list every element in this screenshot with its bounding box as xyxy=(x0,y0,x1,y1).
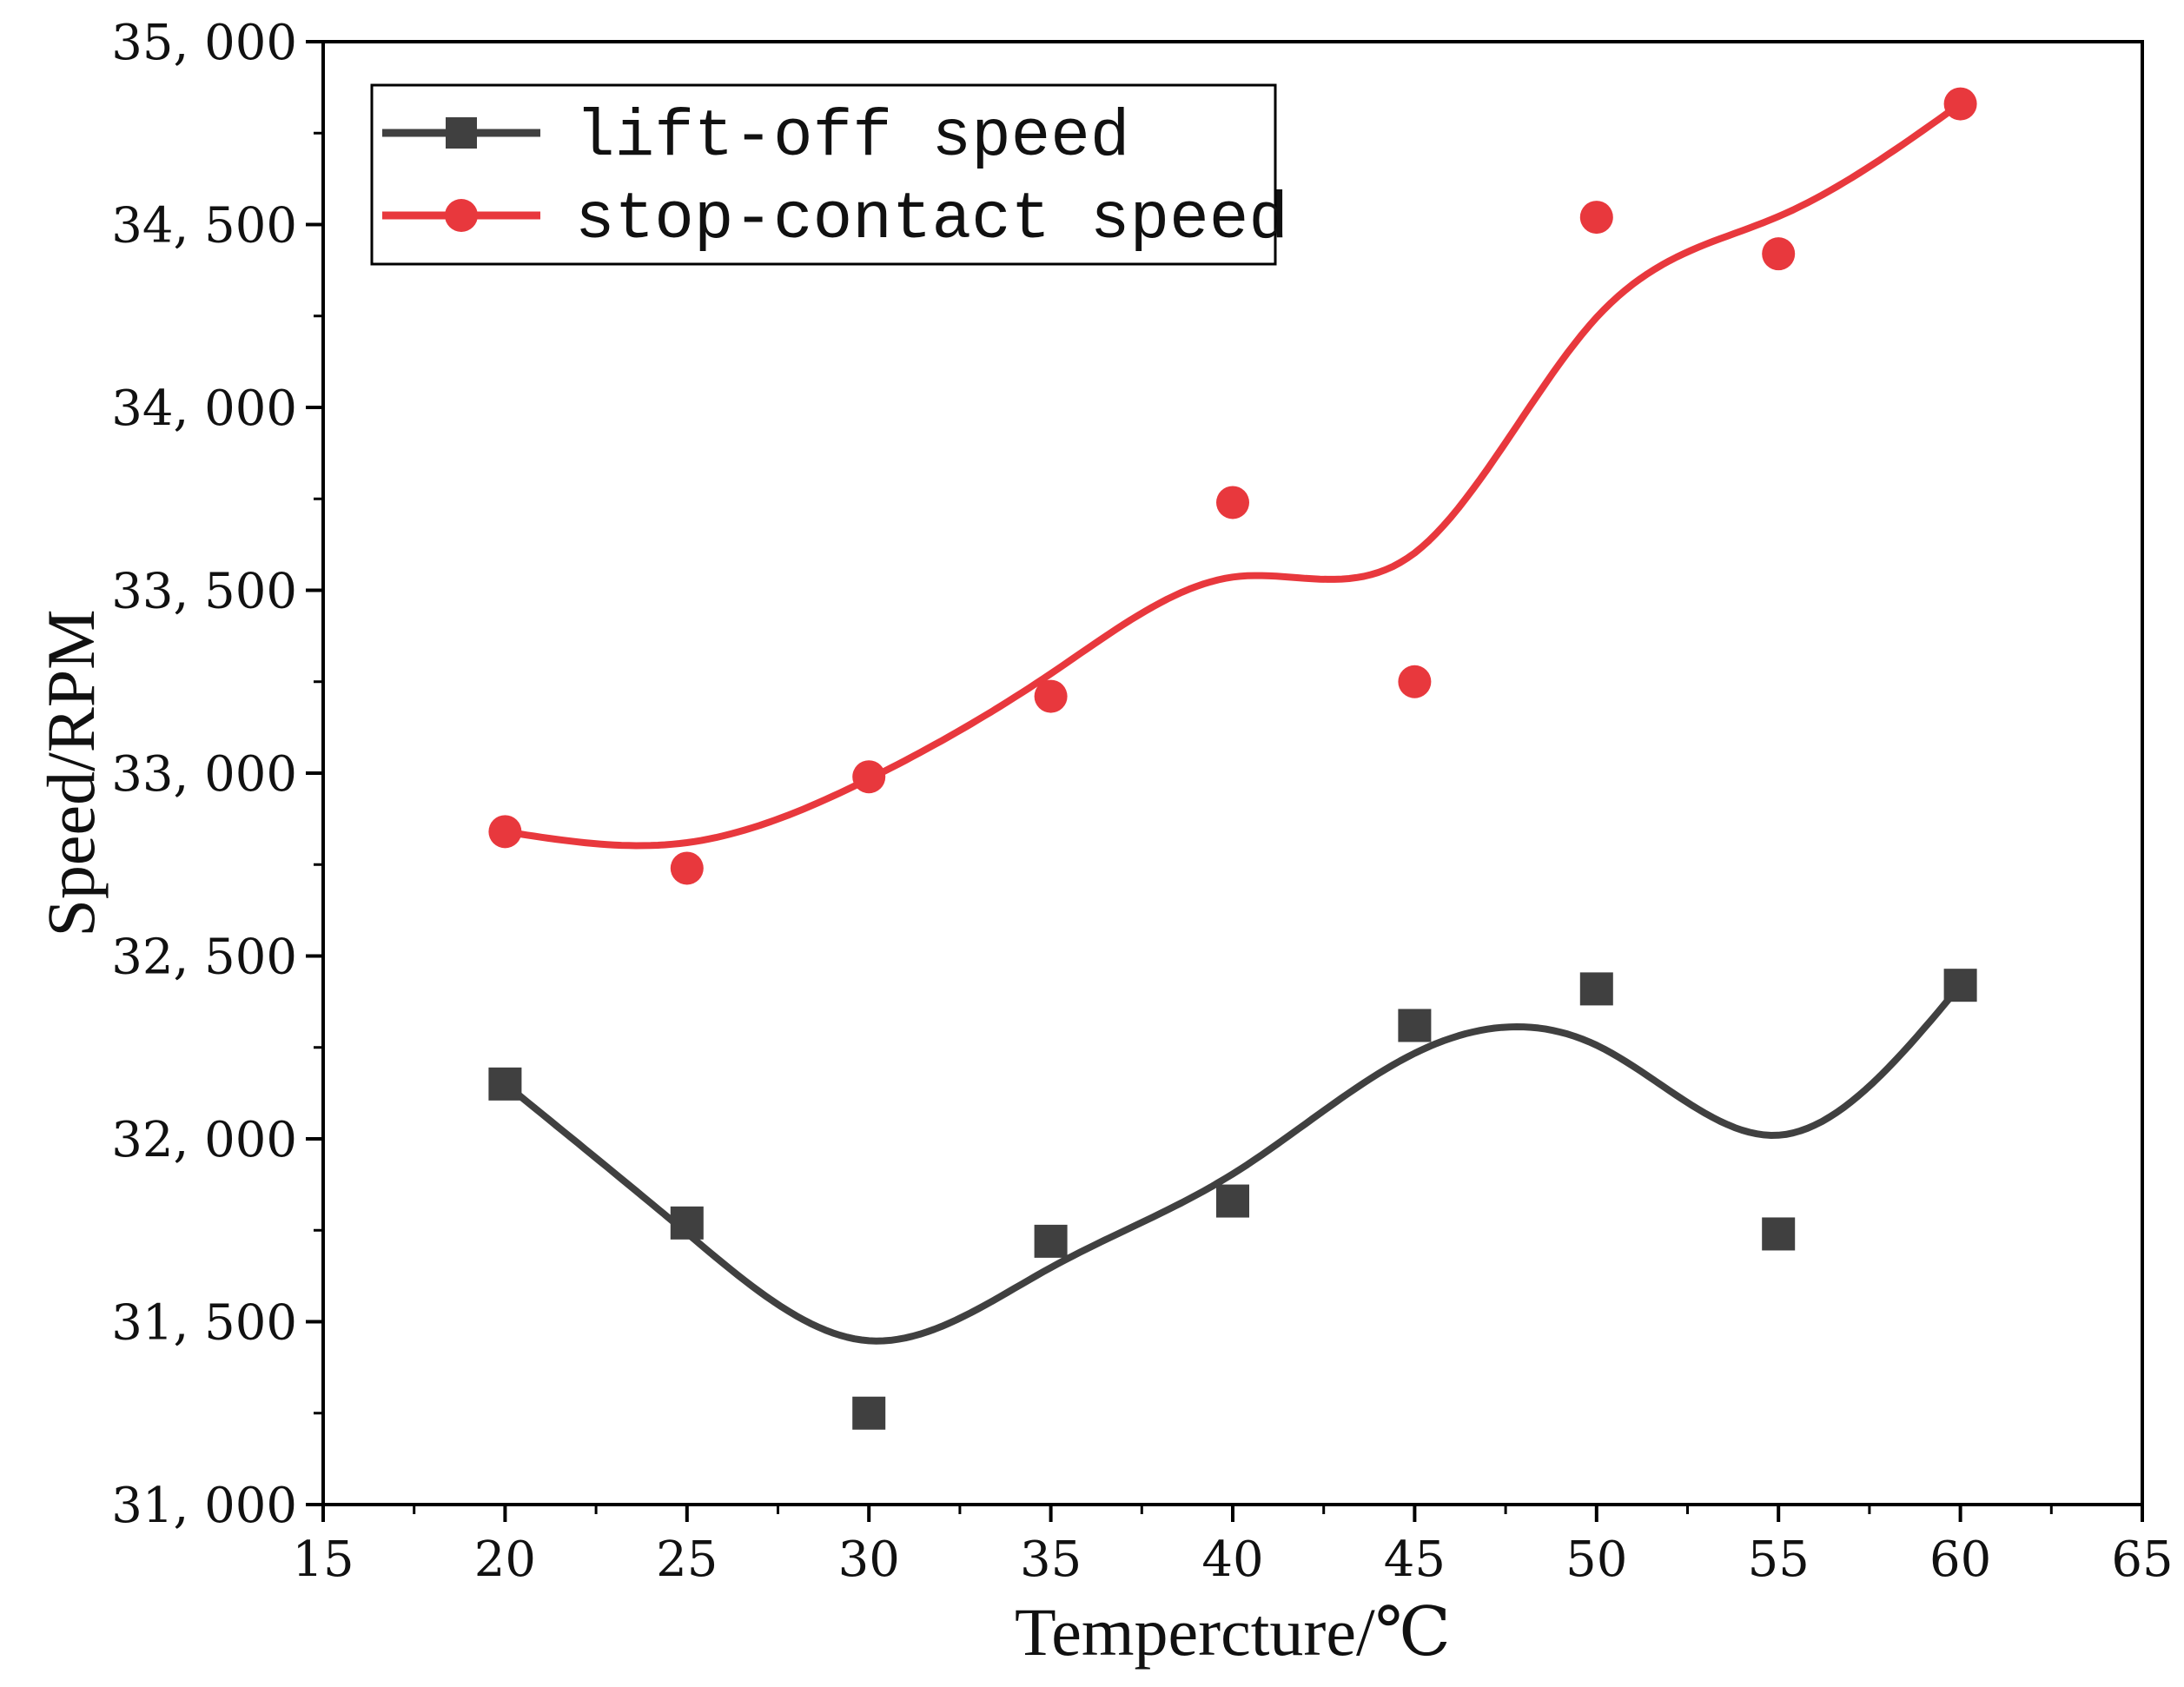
series-line-stop-contact xyxy=(501,100,1964,850)
x-tick-label: 45 xyxy=(1384,1532,1446,1588)
data-point-lift-off xyxy=(1943,969,1977,1002)
y-tick-label: 32, 000 xyxy=(111,1112,297,1168)
x-tick-label: 25 xyxy=(656,1532,718,1588)
legend-box xyxy=(370,83,1277,266)
plot-frame xyxy=(321,40,2144,1506)
x-tick-label: 50 xyxy=(1565,1532,1627,1588)
series-line-lift-off xyxy=(501,982,1964,1345)
y-tick-label: 31, 000 xyxy=(111,1478,297,1534)
data-point-stop-contact xyxy=(488,815,522,849)
data-point-lift-off xyxy=(1398,1009,1432,1042)
data-point-lift-off xyxy=(852,1396,886,1430)
legend-marker-lift-off xyxy=(446,117,477,149)
data-point-lift-off xyxy=(1762,1217,1796,1251)
y-tick-label: 32, 500 xyxy=(111,930,297,986)
data-point-stop-contact xyxy=(1398,665,1432,698)
data-point-stop-contact xyxy=(1216,486,1249,519)
data-point-stop-contact xyxy=(1943,87,1977,121)
x-tick-label: 40 xyxy=(1201,1532,1263,1588)
data-point-lift-off xyxy=(1216,1184,1249,1218)
data-point-lift-off xyxy=(670,1206,704,1240)
x-tick-label: 30 xyxy=(838,1532,900,1588)
data-point-lift-off xyxy=(1034,1224,1068,1258)
x-axis-title: Tempercture/℃ xyxy=(1015,1594,1451,1670)
x-tick-label: 35 xyxy=(1020,1532,1082,1588)
series-layer xyxy=(488,87,1977,1430)
y-tick-label: 33, 000 xyxy=(111,746,297,803)
x-tick-label: 60 xyxy=(1929,1532,1991,1588)
legend-marker-stop-contact xyxy=(445,199,478,232)
legend: lift-off speed stop-contact speed xyxy=(370,83,1288,266)
y-axis-title: Speed/RPM xyxy=(33,609,109,936)
legend-label-stop-contact: stop-contact speed xyxy=(575,182,1288,257)
x-tick-label: 20 xyxy=(474,1532,536,1588)
x-tick-label: 15 xyxy=(292,1532,354,1588)
data-point-stop-contact xyxy=(1034,679,1068,713)
data-point-stop-contact xyxy=(1579,201,1613,235)
data-point-stop-contact xyxy=(670,851,704,885)
x-tick-label: 65 xyxy=(2111,1532,2173,1588)
y-tick-label: 34, 500 xyxy=(111,198,297,255)
x-tick-label: 55 xyxy=(1748,1532,1810,1588)
data-point-stop-contact xyxy=(1762,237,1796,271)
y-tick-label: 33, 500 xyxy=(111,564,297,620)
y-tick-label: 31, 500 xyxy=(111,1295,297,1352)
legend-label-lift-off: lift-off speed xyxy=(575,100,1130,175)
data-point-stop-contact xyxy=(852,760,886,794)
y-tick-label: 35, 000 xyxy=(111,15,297,71)
y-tick-label: 34, 000 xyxy=(111,380,297,437)
data-point-lift-off xyxy=(1579,972,1613,1006)
data-point-lift-off xyxy=(488,1067,522,1101)
axis-ticks: 15 20 25 30 35 40 45 50 55 60 65 31, 000 31, 500 32, … xyxy=(111,15,2173,1588)
